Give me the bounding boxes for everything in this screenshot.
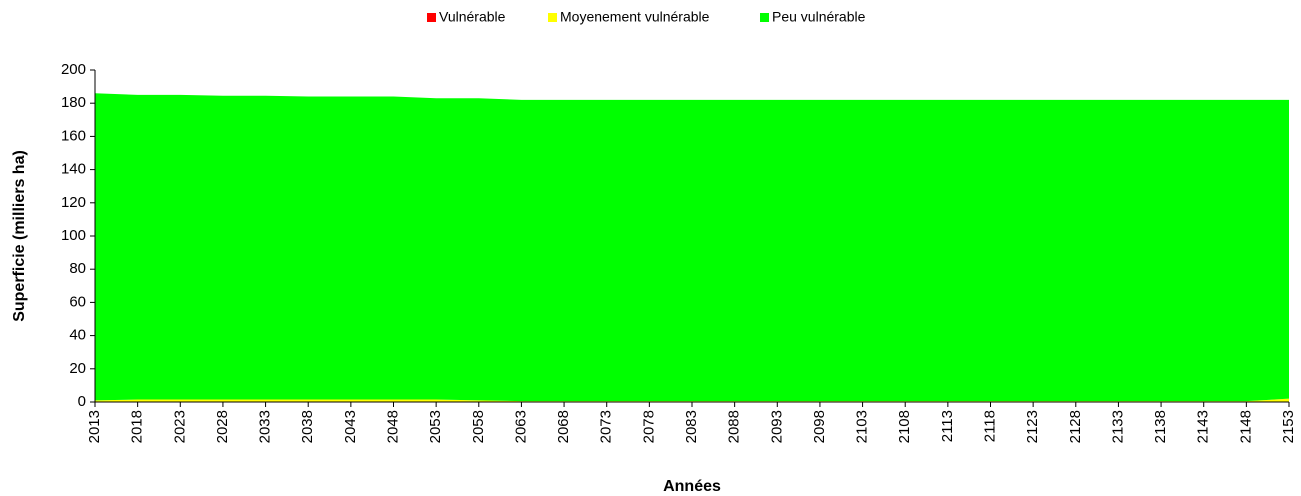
x-tick-label: 2048 xyxy=(384,410,401,443)
y-axis-title: Superficie (milliers ha) xyxy=(11,150,28,322)
x-tick-label: 2143 xyxy=(1195,410,1212,443)
y-tick-label: 20 xyxy=(69,360,86,377)
y-tick-label: 140 xyxy=(61,161,86,178)
x-axis-title: Années xyxy=(663,478,721,495)
x-tick-label: 2128 xyxy=(1067,410,1084,443)
x-tick-label: 2083 xyxy=(683,410,700,443)
x-tick-label: 2118 xyxy=(981,410,998,442)
x-tick-label: 2018 xyxy=(129,410,146,443)
y-tick-label: 100 xyxy=(61,227,86,244)
legend: Vulnérable Moyenement vulnérable Peu vulné… xyxy=(427,9,866,25)
y-tick-label: 120 xyxy=(61,194,86,211)
x-tick-label: 2023 xyxy=(171,410,188,443)
y-tick-label: 60 xyxy=(69,293,86,310)
x-tick-label: 2073 xyxy=(598,410,615,443)
x-tick-label: 2148 xyxy=(1237,410,1254,443)
x-tick-label: 2093 xyxy=(768,410,785,443)
area xyxy=(95,93,1289,402)
x-tick-label: 2058 xyxy=(470,410,487,443)
legend-label: Moyenement vulnérable xyxy=(560,9,710,25)
x-tick-label: 2038 xyxy=(299,410,316,443)
x-tick-label: 2068 xyxy=(555,410,572,443)
x-tick-label: 2053 xyxy=(427,410,444,443)
x-tick-label: 2028 xyxy=(214,410,231,443)
x-tick-label: 2108 xyxy=(896,410,913,443)
x-tick-label: 2153 xyxy=(1280,410,1297,443)
x-tick-label: 2133 xyxy=(1109,410,1126,443)
x-tick-label: 2113 xyxy=(939,410,956,442)
y-tick-label: 0 xyxy=(78,393,86,410)
x-tick-label: 2123 xyxy=(1024,410,1041,443)
y-tick-label: 80 xyxy=(69,260,86,277)
x-tick-label: 2088 xyxy=(726,410,743,443)
y-tick-label: 40 xyxy=(69,327,86,344)
legend-swatch xyxy=(427,13,436,22)
legend-swatch xyxy=(548,13,557,22)
x-tick-label: 2043 xyxy=(342,410,359,443)
legend-label: Vulnérable xyxy=(439,9,506,25)
legend-swatch xyxy=(760,13,769,22)
x-tick-label: 2098 xyxy=(811,410,828,443)
x-tick-label: 2103 xyxy=(854,410,871,443)
x-tick-label: 2078 xyxy=(640,410,657,443)
x-tick-label: 2013 xyxy=(86,410,103,443)
x-tick-label: 2033 xyxy=(257,410,274,443)
x-tick-label: 2138 xyxy=(1152,410,1169,443)
legend-label: Peu vulnérable xyxy=(772,9,866,25)
y-tick-label: 200 xyxy=(61,61,86,78)
y-tick-label: 180 xyxy=(61,94,86,111)
x-tick-label: 2063 xyxy=(512,410,529,443)
y-tick-label: 160 xyxy=(61,127,86,144)
